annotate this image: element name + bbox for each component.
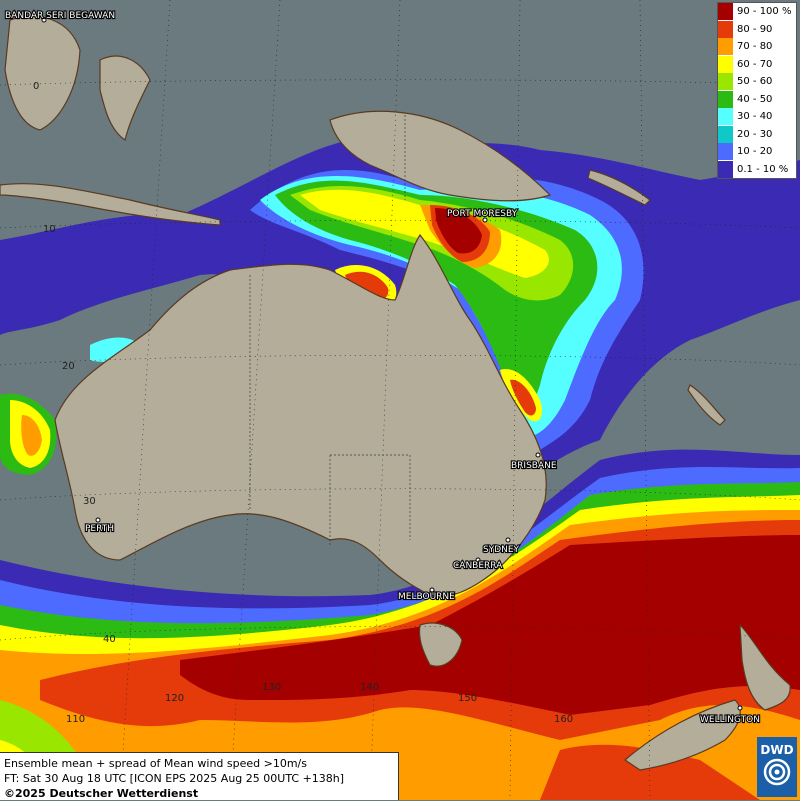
city-dot bbox=[536, 453, 540, 457]
info-box: Ensemble mean + spread of Mean wind spee… bbox=[0, 752, 399, 800]
lat-label: 40 bbox=[103, 634, 116, 645]
city-label-melbourne: MELBOURNE bbox=[398, 592, 455, 602]
legend-swatch bbox=[718, 108, 733, 125]
city-label-port-moresby: PORT MORESBY bbox=[447, 209, 518, 219]
legend-row: 80 - 90 bbox=[718, 21, 796, 39]
legend-swatch bbox=[718, 38, 733, 55]
legend-label: 60 - 70 bbox=[737, 59, 772, 70]
legend-label: 30 - 40 bbox=[737, 111, 772, 122]
lon-label: 120 bbox=[165, 693, 184, 704]
legend-row: 0.1 - 10 % bbox=[718, 161, 796, 179]
legend: 90 - 100 % 80 - 90 70 - 80 60 - 70 50 - … bbox=[717, 2, 797, 179]
city-label-wellington: WELLINGTON bbox=[700, 715, 760, 725]
dwd-swirl-icon bbox=[762, 757, 792, 787]
legend-row: 70 - 80 bbox=[718, 38, 796, 56]
legend-swatch bbox=[718, 73, 733, 90]
legend-label: 70 - 80 bbox=[737, 41, 772, 52]
legend-row: 40 - 50 bbox=[718, 91, 796, 109]
copyright: ©2025 Deutscher Wetterdienst bbox=[4, 786, 394, 801]
legend-label: 20 - 30 bbox=[737, 129, 772, 140]
legend-row: 20 - 30 bbox=[718, 126, 796, 144]
lat-label: 10 bbox=[43, 224, 56, 235]
legend-label: 90 - 100 % bbox=[737, 6, 791, 17]
legend-row: 30 - 40 bbox=[718, 108, 796, 126]
city-dot bbox=[738, 706, 742, 710]
lon-label: 110 bbox=[66, 714, 85, 725]
lat-label: 30 bbox=[83, 496, 96, 507]
legend-swatch bbox=[718, 143, 733, 160]
legend-row: 50 - 60 bbox=[718, 73, 796, 91]
forecast-time: FT: Sat 30 Aug 18 UTC [ICON EPS 2025 Aug… bbox=[4, 771, 394, 786]
dwd-logo-text: DWD bbox=[757, 743, 797, 757]
legend-label: 40 - 50 bbox=[737, 94, 772, 105]
legend-swatch bbox=[718, 56, 733, 73]
legend-row: 60 - 70 bbox=[718, 56, 796, 74]
legend-swatch bbox=[718, 126, 733, 143]
legend-swatch bbox=[718, 91, 733, 108]
city-label-sydney: SYDNEY bbox=[483, 545, 520, 555]
legend-label: 80 - 90 bbox=[737, 24, 772, 35]
legend-row: 10 - 20 bbox=[718, 143, 796, 161]
product-title: Ensemble mean + spread of Mean wind spee… bbox=[4, 756, 394, 771]
city-dot bbox=[96, 518, 100, 522]
legend-swatch bbox=[718, 21, 733, 38]
legend-label: 0.1 - 10 % bbox=[737, 164, 788, 175]
lat-label: 0 bbox=[33, 81, 39, 92]
legend-swatch bbox=[718, 161, 733, 178]
lon-label: 130 bbox=[262, 682, 281, 693]
legend-label: 50 - 60 bbox=[737, 76, 772, 87]
lon-label: 150 bbox=[458, 693, 477, 704]
dwd-logo: DWD bbox=[757, 737, 797, 797]
legend-label: 10 - 20 bbox=[737, 146, 772, 157]
lon-label: 160 bbox=[554, 714, 573, 725]
legend-row: 90 - 100 % bbox=[718, 3, 796, 21]
city-label-perth: PERTH bbox=[85, 524, 114, 534]
legend-swatch bbox=[718, 3, 733, 20]
lat-label: 20 bbox=[62, 361, 75, 372]
city-dot bbox=[506, 538, 510, 542]
city-label-canberra: CANBERRA bbox=[453, 561, 503, 571]
city-label-brisbane: BRISBANE bbox=[511, 461, 557, 471]
lon-label: 140 bbox=[360, 682, 379, 693]
city-label-bandar-seri-begawan: BANDAR SERI BEGAWAN bbox=[5, 11, 115, 21]
